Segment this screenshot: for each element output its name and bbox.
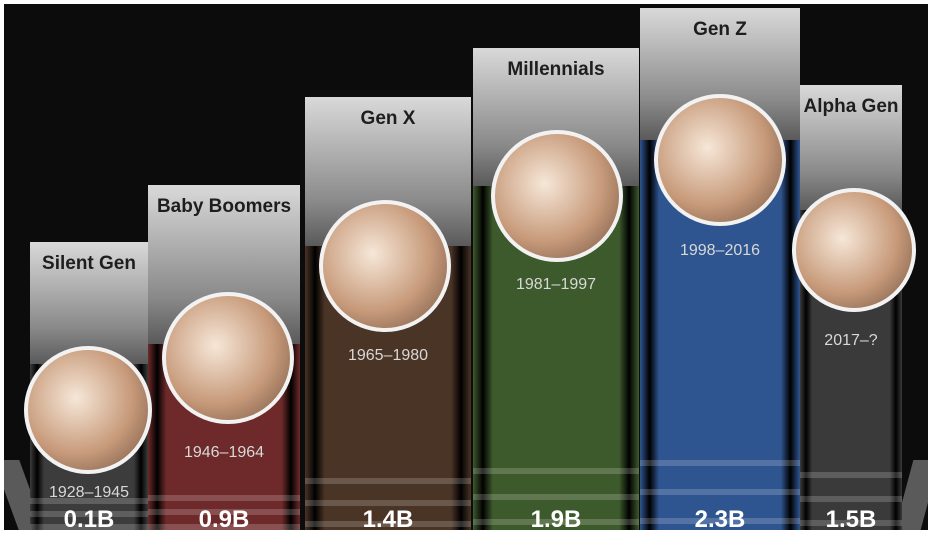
bar-stripe	[800, 496, 902, 502]
generation-photo	[319, 200, 451, 332]
bar-stripe	[148, 495, 300, 501]
generation-population: 1.9B	[473, 506, 639, 530]
generation-photo	[162, 292, 294, 424]
bar-stripe	[800, 472, 902, 478]
generation-population: 2.3B	[640, 506, 800, 530]
generation-years: 2017–?	[790, 332, 912, 350]
generation-photo	[792, 188, 916, 312]
generation-years: 1928–1945	[20, 484, 158, 502]
generation-years: 1998–2016	[630, 242, 810, 260]
generation-photo	[654, 94, 786, 226]
generation-years: 1981–1997	[463, 276, 649, 294]
generation-population: 0.1B	[30, 506, 148, 530]
generation-population: 0.9B	[148, 506, 300, 530]
bar-stripe	[305, 478, 471, 484]
generation-photo	[491, 130, 623, 262]
bar-stripe	[305, 500, 471, 506]
bar-stripe	[640, 489, 800, 495]
infographic: Silent Gen1928–19450.1BBaby Boomers1946–…	[0, 0, 932, 534]
generation-photo	[24, 346, 152, 474]
bar-stripe	[473, 468, 639, 474]
bar-stripe	[473, 494, 639, 500]
bar-stripe	[640, 460, 800, 466]
generation-years: 1965–1980	[295, 347, 481, 365]
generation-years: 1946–1964	[138, 444, 310, 462]
generation-population: 1.4B	[305, 506, 471, 530]
generation-population: 1.5B	[800, 506, 902, 530]
